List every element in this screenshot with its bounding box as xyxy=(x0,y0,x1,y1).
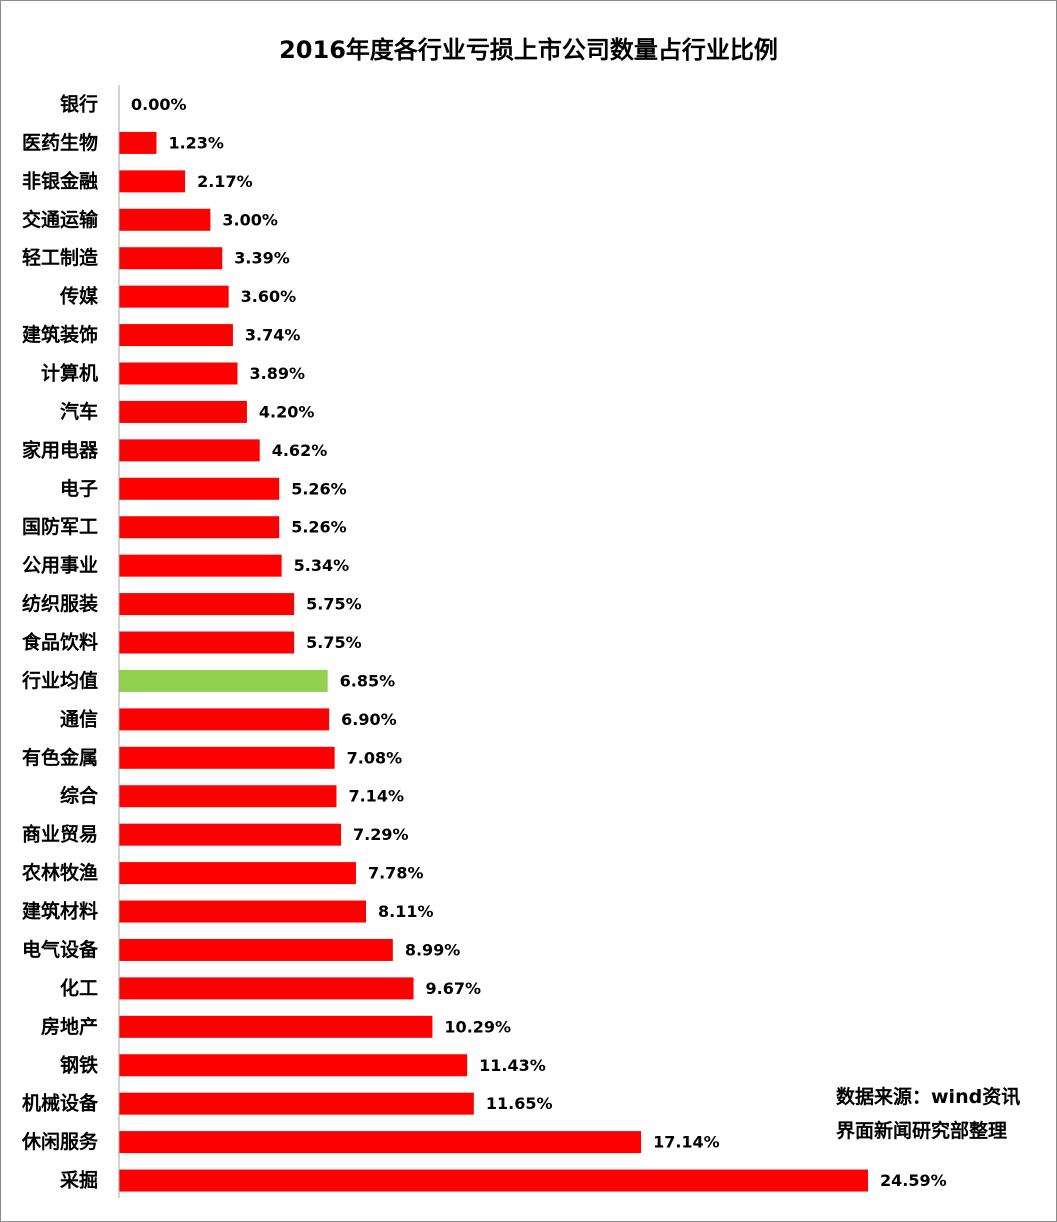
source-note: 数据来源：wind资讯 界面新闻研究部整理 xyxy=(836,1080,1020,1148)
category-label: 农林牧渔 xyxy=(21,861,98,884)
category-label: 行业均值 xyxy=(21,669,98,692)
data-label: 8.11% xyxy=(378,902,434,921)
category-label: 计算机 xyxy=(41,362,98,385)
bar xyxy=(119,208,211,231)
category-label: 非银金融 xyxy=(22,169,98,192)
data-label: 6.90% xyxy=(341,710,397,729)
average-bar xyxy=(119,669,328,692)
data-label: 7.14% xyxy=(348,787,404,806)
bar xyxy=(119,862,356,885)
category-label: 化工 xyxy=(60,976,98,999)
data-label: 9.67% xyxy=(426,979,482,998)
category-label: 传媒 xyxy=(59,285,99,308)
bar xyxy=(119,554,282,577)
bar xyxy=(119,516,280,539)
chart-title: 2016年度各行业亏损上市公司数量占行业比例 xyxy=(279,36,778,64)
data-label: 10.29% xyxy=(444,1017,511,1036)
bar xyxy=(119,1092,474,1115)
data-label: 3.39% xyxy=(234,249,290,268)
bar xyxy=(119,400,247,423)
category-label: 休闲服务 xyxy=(21,1130,99,1153)
data-label: 7.29% xyxy=(353,825,409,844)
data-label: 5.75% xyxy=(306,633,362,652)
data-label: 0.00% xyxy=(131,95,187,114)
bar xyxy=(119,439,260,462)
data-label: 5.26% xyxy=(291,518,347,537)
category-label: 建筑材料 xyxy=(22,900,98,923)
bar xyxy=(119,131,157,154)
data-label: 3.60% xyxy=(241,287,297,306)
data-label: 11.65% xyxy=(486,1094,553,1113)
category-label: 房地产 xyxy=(41,1015,98,1038)
bar xyxy=(119,1169,868,1192)
data-label: 3.89% xyxy=(249,364,305,383)
category-label: 电子 xyxy=(60,477,98,500)
source-note-line1: 数据来源：wind资讯 xyxy=(836,1086,1021,1108)
bar xyxy=(119,1054,468,1077)
bar xyxy=(119,362,238,385)
category-label: 轻工制造 xyxy=(22,246,99,269)
bar xyxy=(119,746,335,769)
bar xyxy=(119,1131,642,1154)
source-note-line2: 界面新闻研究部整理 xyxy=(836,1120,1008,1142)
data-label: 3.74% xyxy=(245,326,301,345)
bar xyxy=(119,324,233,347)
category-label: 家用电器 xyxy=(22,438,99,461)
data-label: 5.75% xyxy=(306,595,362,614)
data-label: 1.23% xyxy=(168,133,224,152)
bar xyxy=(119,823,342,846)
data-label: 11.43% xyxy=(479,1056,546,1075)
data-label: 17.14% xyxy=(653,1133,720,1152)
data-label: 2.17% xyxy=(197,172,253,191)
bar xyxy=(119,631,295,654)
bar xyxy=(119,170,186,193)
category-label: 有色金属 xyxy=(22,746,98,769)
category-label: 纺织服装 xyxy=(22,592,98,615)
data-label: 24.59% xyxy=(880,1171,947,1190)
bar xyxy=(119,977,414,1000)
bar xyxy=(119,708,330,731)
data-label: 8.99% xyxy=(405,940,461,959)
category-label: 公用事业 xyxy=(22,554,98,577)
data-label: 5.34% xyxy=(294,556,350,575)
category-label: 电气设备 xyxy=(22,938,99,961)
category-label: 综合 xyxy=(60,784,99,807)
data-label: 4.20% xyxy=(259,402,315,421)
category-label: 医药生物 xyxy=(22,131,98,154)
data-label: 3.00% xyxy=(222,210,278,229)
bar xyxy=(119,593,295,616)
category-label: 建筑装饰 xyxy=(22,323,98,346)
category-label: 商业贸易 xyxy=(22,823,98,846)
category-label: 采掘 xyxy=(60,1169,98,1192)
bar xyxy=(119,247,223,270)
bar xyxy=(119,285,229,308)
category-label: 机械设备 xyxy=(22,1092,99,1115)
category-label: 钢铁 xyxy=(60,1053,98,1076)
category-label: 汽车 xyxy=(60,400,98,423)
data-label: 7.78% xyxy=(368,864,424,883)
bar xyxy=(119,900,367,923)
bar xyxy=(119,477,280,500)
category-label: 银行 xyxy=(60,93,98,116)
data-label: 5.26% xyxy=(291,479,347,498)
bar xyxy=(119,785,337,808)
category-label: 交通运输 xyxy=(22,208,99,231)
bar xyxy=(119,1015,433,1038)
category-label: 食品饮料 xyxy=(22,631,98,654)
data-label: 6.85% xyxy=(340,671,396,690)
category-label: 国防军工 xyxy=(22,515,98,538)
data-label: 4.62% xyxy=(272,441,328,460)
bar xyxy=(119,938,393,961)
category-label: 通信 xyxy=(60,707,98,730)
data-label: 7.08% xyxy=(347,748,403,767)
